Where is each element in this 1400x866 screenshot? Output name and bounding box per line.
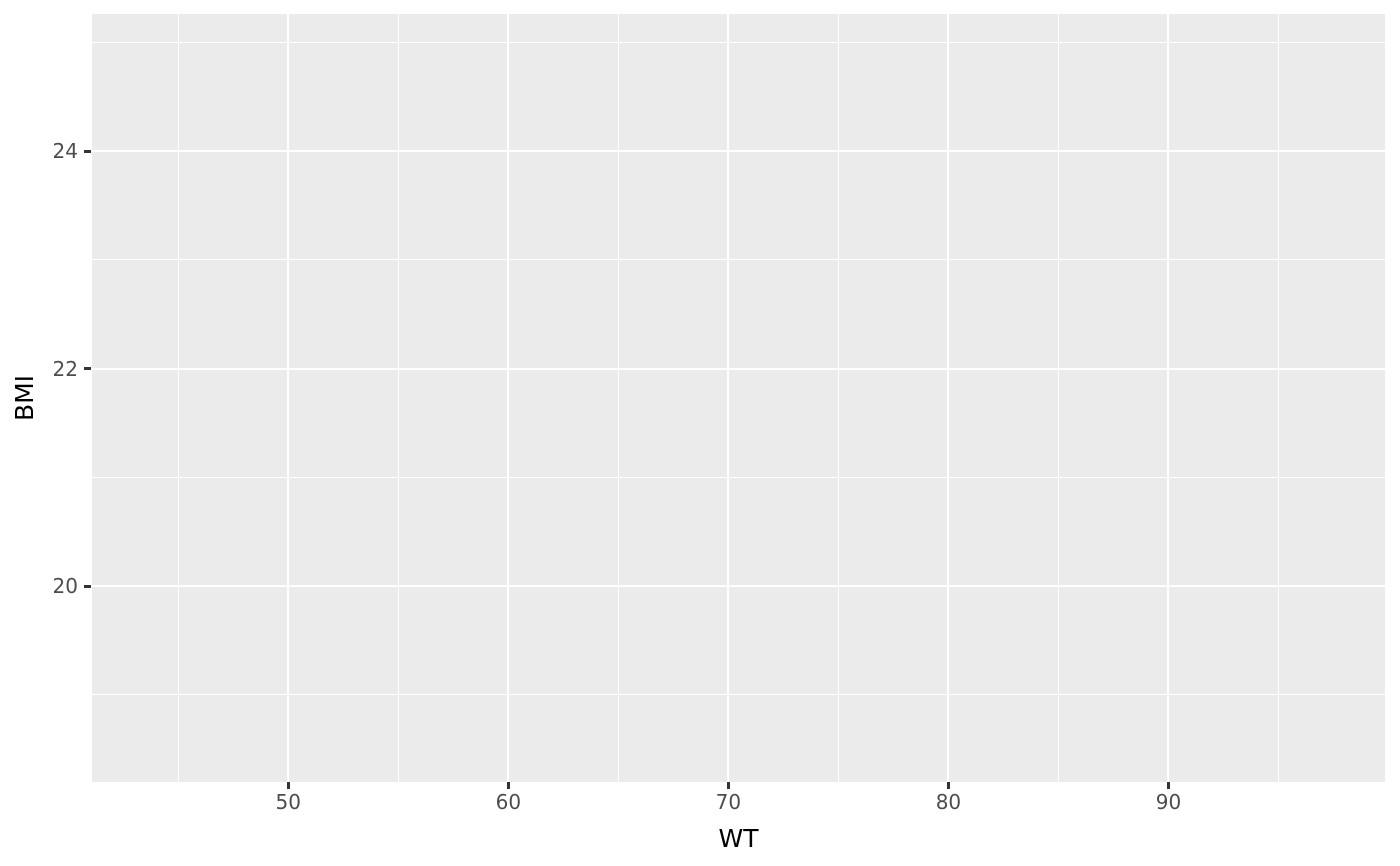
y-tick-label: 24 [52,139,78,164]
x-tick-label: 60 [495,790,522,814]
x-tick-mark [726,782,730,789]
x-tick-mark [286,782,290,789]
x-tick-mark [1166,782,1170,789]
y-major-gridline [92,585,1385,588]
y-tick-mark [84,584,91,588]
y-tick-mark [84,149,91,153]
x-tick-label: 80 [935,790,962,814]
x-major-gridline [1167,14,1170,782]
y-minor-gridline [92,259,1385,261]
x-tick-label: 50 [275,790,301,814]
y-tick-mark [84,367,91,371]
x-minor-gridline [397,14,399,782]
x-axis-title: WT [718,824,759,853]
x-minor-gridline [837,14,839,782]
x-major-gridline [287,14,290,782]
x-minor-gridline [617,14,619,782]
y-major-gridline [92,367,1385,370]
y-minor-gridline [92,694,1385,696]
x-tick-label: 90 [1155,790,1182,814]
plot-panel [92,14,1385,782]
y-tick-label: 20 [52,574,78,599]
y-minor-gridline [92,41,1385,43]
y-tick-label: 22 [52,356,78,381]
y-minor-gridline [92,476,1385,478]
x-minor-gridline [177,14,179,782]
x-tick-mark [506,782,510,789]
x-minor-gridline [1277,14,1279,782]
x-major-gridline [507,14,510,782]
x-major-gridline [947,14,950,782]
x-minor-gridline [1057,14,1059,782]
y-major-gridline [92,150,1385,153]
y-axis-title: BMI [10,374,39,422]
x-tick-mark [946,782,950,789]
x-major-gridline [727,14,730,782]
x-tick-label: 70 [715,790,742,814]
